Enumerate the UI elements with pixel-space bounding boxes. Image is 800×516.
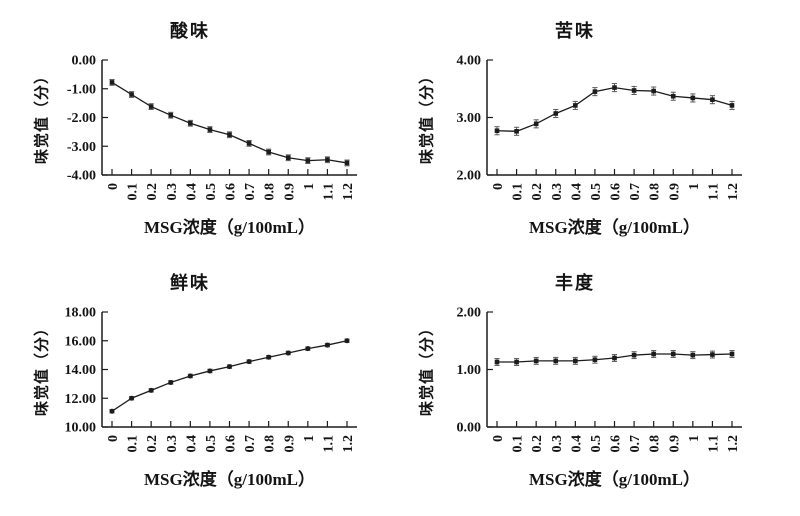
svg-text:3.00: 3.00 [457, 111, 482, 126]
y-axis-label: 味觉值（分） [419, 319, 436, 417]
svg-text:0.2: 0.2 [530, 435, 545, 453]
chart-title-umami: 鲜味 [170, 273, 210, 293]
plot-sourness: 0.00 -1.00 -2.00 -3.00 -4.00 0 0.1 0.2 0.3 0.4 0.5… [67, 54, 357, 201]
y-axis-label: 味觉值（分） [419, 67, 436, 165]
chart-title-bitterness: 苦味 [555, 21, 595, 41]
svg-text:2.00: 2.00 [457, 169, 482, 184]
x-axis-label: MSG浓度（g/100mL） [529, 470, 700, 489]
svg-text:1.1: 1.1 [706, 183, 721, 201]
x-axis-label: MSG浓度（g/100mL） [144, 470, 315, 489]
svg-text:1.1: 1.1 [321, 183, 336, 201]
svg-text:0.8: 0.8 [648, 183, 663, 201]
svg-text:0.9: 0.9 [667, 183, 682, 201]
svg-text:0.00: 0.00 [72, 54, 97, 69]
y-axis-label: 味觉值（分） [34, 67, 51, 165]
svg-text:0.1: 0.1 [126, 435, 141, 453]
svg-text:0.6: 0.6 [224, 435, 239, 453]
svg-text:0: 0 [106, 435, 121, 442]
svg-text:0.1: 0.1 [511, 183, 526, 201]
x-axis-label: MSG浓度（g/100mL） [144, 218, 315, 237]
chart-body: 味觉值（分） 0.00 -1.00 -2.00 -3.00 -4.00 0 0.1 0.2 0.… [30, 52, 412, 214]
figure-grid: 酸味 味觉值（分） 0.00 -1.00 -2.00 -3.00 -4.00 0 0.1 0.… [30, 8, 800, 512]
svg-text:0.2: 0.2 [145, 435, 160, 453]
svg-text:0.3: 0.3 [550, 435, 565, 453]
x-axis-label: MSG浓度（g/100mL） [529, 218, 700, 237]
svg-text:0.6: 0.6 [609, 435, 624, 453]
chart-body: 味觉值（分） 18.00 16.00 14.00 12.00 10.00 0 0.1 0.2 0… [30, 304, 412, 466]
plot-umami: 18.00 16.00 14.00 12.00 10.00 0 0.1 0.2 0.3 0.4 0.… [65, 306, 357, 453]
chart-title-sourness: 酸味 [170, 21, 210, 41]
svg-text:1.1: 1.1 [706, 435, 721, 453]
svg-text:0.5: 0.5 [204, 435, 219, 453]
svg-text:0.8: 0.8 [648, 435, 663, 453]
svg-text:1.2: 1.2 [341, 183, 356, 201]
svg-text:18.00: 18.00 [65, 306, 97, 321]
svg-text:2.00: 2.00 [457, 306, 482, 321]
chart-panel-richness: 丰度 味觉值（分） 2.00 1.00 0.00 0 0.1 0.2 0.3 0.4 0.5 0.… [415, 260, 797, 512]
svg-text:0.4: 0.4 [569, 435, 584, 453]
svg-text:0.7: 0.7 [628, 183, 643, 201]
chart-body: 味觉值（分） 2.00 1.00 0.00 0 0.1 0.2 0.3 0.4 0.5 0.6 0.… [415, 304, 797, 466]
svg-text:0.9: 0.9 [667, 435, 682, 453]
svg-text:1: 1 [687, 435, 702, 442]
svg-text:0.9: 0.9 [282, 435, 297, 453]
svg-text:1.2: 1.2 [341, 435, 356, 453]
chart-panel-sourness: 酸味 味觉值（分） 0.00 -1.00 -2.00 -3.00 -4.00 0 0.1 0.… [30, 8, 412, 260]
y-axis-label-wrap: 味觉值（分） [30, 52, 52, 214]
svg-text:0.4: 0.4 [569, 183, 584, 201]
svg-text:0.1: 0.1 [126, 183, 141, 201]
svg-text:1.00: 1.00 [457, 363, 482, 378]
svg-text:1.2: 1.2 [726, 183, 741, 201]
svg-text:0: 0 [491, 435, 506, 442]
y-axis-label-wrap: 味觉值（分） [415, 304, 437, 466]
svg-text:0.5: 0.5 [589, 435, 604, 453]
chart-panel-bitterness: 苦味 味觉值（分） 4.00 3.00 2.00 0 0.1 0.2 0.3 0.4 0.5 0.… [415, 8, 797, 260]
svg-text:16.00: 16.00 [65, 334, 97, 349]
y-axis-label-wrap: 味觉值（分） [415, 52, 437, 214]
svg-text:0.7: 0.7 [243, 183, 258, 201]
chart-title-richness: 丰度 [555, 273, 595, 293]
svg-text:0.6: 0.6 [224, 183, 239, 201]
svg-text:1.1: 1.1 [321, 435, 336, 453]
svg-text:1: 1 [687, 183, 702, 190]
svg-text:-1.00: -1.00 [67, 82, 96, 97]
svg-text:1: 1 [302, 183, 317, 190]
svg-text:0.8: 0.8 [263, 435, 278, 453]
svg-text:0.00: 0.00 [457, 421, 482, 436]
svg-text:0.4: 0.4 [184, 183, 199, 201]
svg-text:12.00: 12.00 [65, 392, 97, 407]
svg-text:0: 0 [491, 183, 506, 190]
svg-text:0: 0 [106, 183, 121, 190]
svg-text:0.2: 0.2 [145, 183, 160, 201]
svg-text:0.5: 0.5 [204, 183, 219, 201]
svg-text:-4.00: -4.00 [67, 169, 96, 184]
svg-text:1.2: 1.2 [726, 435, 741, 453]
svg-text:0.4: 0.4 [184, 435, 199, 453]
svg-text:-3.00: -3.00 [67, 140, 96, 155]
svg-text:0.7: 0.7 [628, 435, 643, 453]
svg-text:-2.00: -2.00 [67, 111, 96, 126]
chart-body: 味觉值（分） 4.00 3.00 2.00 0 0.1 0.2 0.3 0.4 0.5 0.6 0.… [415, 52, 797, 214]
y-axis-label-wrap: 味觉值（分） [30, 304, 52, 466]
plot-richness: 2.00 1.00 0.00 0 0.1 0.2 0.3 0.4 0.5 0.6 0.7 0.8 0.9… [457, 306, 742, 453]
svg-text:0.3: 0.3 [165, 183, 180, 201]
svg-text:0.3: 0.3 [550, 183, 565, 201]
svg-text:0.7: 0.7 [243, 435, 258, 453]
svg-text:0.8: 0.8 [263, 183, 278, 201]
svg-text:4.00: 4.00 [457, 54, 482, 69]
svg-text:0.3: 0.3 [165, 435, 180, 453]
y-axis-label: 味觉值（分） [34, 319, 51, 417]
svg-text:10.00: 10.00 [65, 421, 97, 436]
svg-text:1: 1 [302, 435, 317, 442]
plot-bitterness: 4.00 3.00 2.00 0 0.1 0.2 0.3 0.4 0.5 0.6 0.7 0.8 0.9… [457, 54, 742, 201]
svg-text:0.6: 0.6 [609, 183, 624, 201]
svg-text:0.2: 0.2 [530, 183, 545, 201]
svg-text:14.00: 14.00 [65, 363, 97, 378]
svg-text:0.5: 0.5 [589, 183, 604, 201]
svg-text:0.9: 0.9 [282, 183, 297, 201]
svg-text:0.1: 0.1 [511, 435, 526, 453]
chart-panel-umami: 鲜味 味觉值（分） 18.00 16.00 14.00 12.00 10.00 0 0.1 0… [30, 260, 412, 512]
